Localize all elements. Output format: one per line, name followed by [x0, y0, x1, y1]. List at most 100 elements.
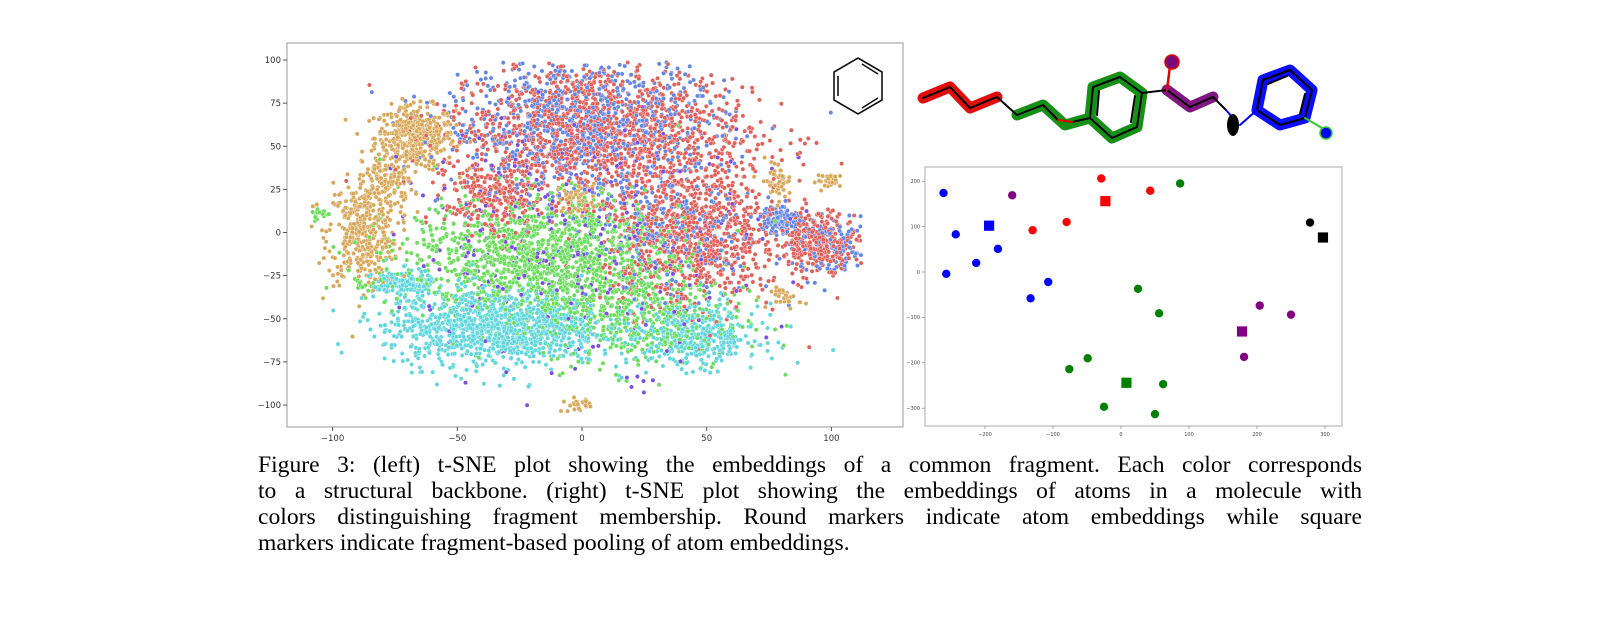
- tsne-point: [717, 296, 722, 302]
- tsne-point: [524, 146, 530, 152]
- tsne-point: [482, 208, 488, 214]
- tsne-point: [397, 246, 403, 252]
- tsne-point: [727, 112, 733, 117]
- tsne-point: [634, 182, 639, 188]
- tsne-point: [422, 353, 427, 359]
- tsne-point: [854, 257, 859, 262]
- tsne-point: [766, 257, 772, 263]
- tsne-point: [760, 320, 765, 326]
- tsne-point: [539, 242, 545, 247]
- tsne-point: [751, 156, 757, 162]
- tsne-point: [492, 360, 498, 366]
- tsne-point: [332, 255, 338, 261]
- tsne-point: [803, 201, 809, 207]
- tsne-point: [706, 353, 711, 359]
- tsne-point: [631, 79, 637, 85]
- tsne-point: [555, 356, 561, 361]
- tsne-point: [858, 213, 863, 219]
- tsne-point: [619, 345, 624, 350]
- tsne-point: [600, 360, 606, 366]
- tsne-point: [418, 303, 424, 309]
- tsne-point: [825, 220, 831, 226]
- tsne-point: [413, 169, 418, 175]
- tsne-point: [507, 84, 513, 90]
- tsne-point: [725, 275, 730, 281]
- tsne-point: [571, 292, 577, 298]
- tsne-point: [470, 155, 476, 161]
- tsne-point: [389, 114, 394, 120]
- tsne-point: [442, 226, 448, 232]
- tsne-point: [568, 364, 574, 370]
- tsne-point: [553, 222, 559, 228]
- tsne-point: [713, 195, 718, 201]
- tsne-point: [733, 221, 738, 227]
- tsne-point: [622, 324, 628, 330]
- tsne-point: [550, 127, 556, 133]
- tsne-point: [518, 108, 524, 114]
- tsne-point: [471, 252, 477, 258]
- tsne-point: [368, 176, 374, 182]
- tsne-point: [452, 130, 458, 136]
- tsne-point: [451, 221, 457, 227]
- tsne-point: [788, 140, 793, 146]
- tsne-point: [816, 172, 821, 178]
- tsne-point: [687, 282, 693, 288]
- tsne-point: [455, 158, 461, 164]
- tsne-point: [502, 275, 508, 281]
- tsne-point: [661, 206, 667, 212]
- tsne-point: [501, 68, 507, 74]
- tsne-point: [675, 66, 680, 71]
- tsne-point: [750, 89, 755, 95]
- tsne-point: [562, 348, 568, 354]
- tsne-point: [519, 359, 525, 365]
- tsne-point: [595, 332, 600, 338]
- tsne-point: [660, 363, 666, 369]
- tsne-point: [624, 210, 630, 216]
- tsne-point: [752, 134, 758, 139]
- tsne-point: [446, 255, 452, 261]
- tsne-point: [360, 172, 366, 178]
- tsne-point: [656, 382, 662, 388]
- tsne-point: [420, 293, 425, 299]
- tsne-point: [434, 101, 440, 107]
- tsne-point: [625, 290, 631, 296]
- tsne-point: [609, 193, 614, 199]
- tsne-point: [421, 229, 426, 235]
- tsne-point: [377, 156, 383, 162]
- tsne-point: [647, 158, 653, 164]
- tsne-point: [530, 359, 536, 365]
- tsne-point: [832, 231, 838, 237]
- tsne-point: [712, 168, 718, 174]
- tsne-point: [702, 368, 708, 373]
- tsne-point: [670, 124, 676, 129]
- tsne-point: [668, 292, 674, 297]
- tsne-point: [536, 284, 542, 290]
- tsne-point: [736, 280, 742, 285]
- tsne-point: [471, 137, 477, 143]
- tsne-point: [579, 273, 585, 278]
- tsne-point: [331, 283, 336, 289]
- tsne-point: [323, 239, 329, 245]
- tsne-point: [758, 342, 763, 348]
- tsne-point: [520, 139, 525, 145]
- tsne-point: [812, 180, 818, 185]
- tsne-point: [503, 205, 509, 211]
- tsne-point: [370, 293, 376, 299]
- tsne-point: [766, 278, 771, 284]
- tsne-point: [476, 238, 482, 244]
- tsne-point: [474, 147, 480, 153]
- tsne-point: [822, 287, 827, 293]
- tsne-point: [617, 234, 622, 240]
- tsne-point: [478, 77, 484, 83]
- tsne-point: [787, 190, 792, 196]
- tsne-point: [357, 176, 362, 182]
- tsne-point: [397, 329, 403, 334]
- tsne-point: [802, 197, 808, 203]
- tsne-point: [699, 357, 704, 363]
- tsne-point: [589, 250, 595, 256]
- tsne-point: [687, 152, 693, 158]
- tsne-point: [619, 185, 625, 191]
- tsne-point: [719, 157, 724, 163]
- tsne-point: [605, 196, 610, 202]
